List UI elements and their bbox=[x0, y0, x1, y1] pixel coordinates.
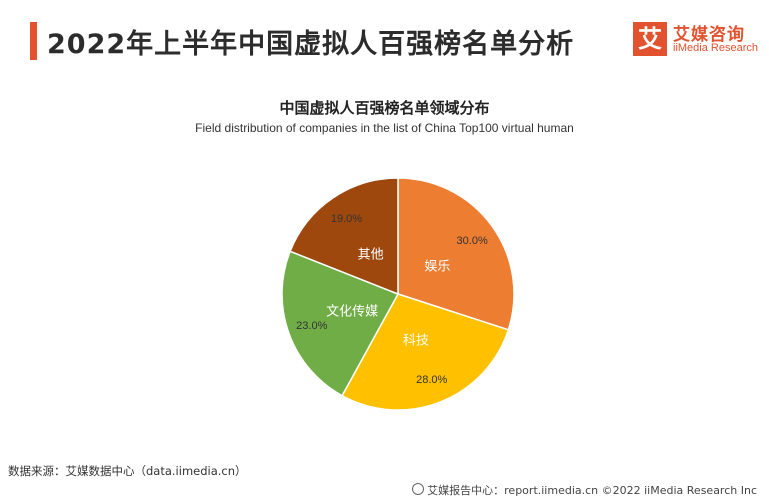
footer-text: 艾媒报告中心：report.iimedia.cn ©2022 iiMedia R… bbox=[427, 484, 757, 497]
slice-category-label: 其他 bbox=[358, 248, 384, 263]
footer-credit: 艾媒报告中心：report.iimedia.cn ©2022 iiMedia R… bbox=[412, 482, 757, 498]
pie-slice-1 bbox=[341, 293, 510, 411]
logo-name-en: iiMedia Research bbox=[673, 42, 758, 54]
slice-value-label: 28.0% bbox=[416, 374, 447, 386]
pie-slice-0 bbox=[397, 177, 515, 331]
pie-slice-3 bbox=[289, 177, 399, 296]
chart-title: 中国虚拟人百强榜名单领域分布 bbox=[279, 99, 490, 117]
iimedia-logo: 艾 艾媒咨询 iiMedia Research bbox=[633, 18, 763, 62]
logo-name-cn: 艾媒咨询 bbox=[673, 25, 745, 45]
copyright-circle-icon bbox=[412, 483, 425, 495]
title-accent-bar bbox=[30, 22, 37, 60]
data-source-note: 数据来源：艾媒数据中心（data.iimedia.cn） bbox=[8, 464, 247, 478]
slice-value-label: 23.0% bbox=[296, 320, 327, 332]
slice-category-label: 娱乐 bbox=[424, 259, 450, 274]
slice-category-label: 科技 bbox=[403, 333, 429, 348]
slice-value-label: 19.0% bbox=[331, 213, 362, 225]
logo-mark: 艾 bbox=[633, 22, 667, 56]
chart-subtitle: Field distribution of companies in the l… bbox=[195, 121, 574, 135]
slice-value-label: 30.0% bbox=[457, 235, 488, 247]
pie-slice-2 bbox=[281, 250, 400, 397]
slice-category-label: 文化传媒 bbox=[326, 305, 378, 320]
page-title: 2022年上半年中国虚拟人百强榜名单分析 bbox=[47, 29, 575, 60]
